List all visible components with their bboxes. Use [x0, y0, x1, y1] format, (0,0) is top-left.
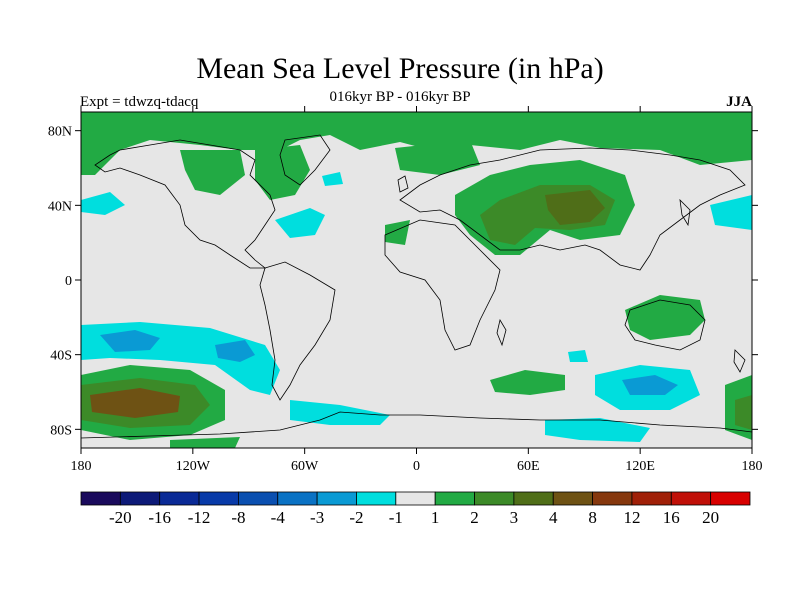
lon-label: 120W: [176, 459, 211, 474]
colorbar-swatch: [119, 491, 161, 506]
colorbar-swatch: [631, 491, 672, 506]
map-title: Mean Sea Level Pressure (in hPa): [196, 52, 604, 85]
colorbar-swatch: [80, 491, 121, 506]
colorbar-swatch: [238, 491, 279, 506]
anomaly-negative-core-pacific: [100, 330, 160, 352]
colorbar-label: -3: [310, 508, 324, 527]
coast-australia: [624, 299, 706, 351]
anomaly-negative-west-pacific: [710, 195, 752, 230]
anomaly-positive-canada: [180, 150, 245, 195]
anomaly-positive-core-southeast: [735, 395, 752, 430]
colorbar-label: -8: [231, 508, 245, 527]
longitude-axis: 180 120W 60W 0 60E 120E 180: [71, 106, 763, 474]
colorbar: -20 -16 -12 -8 -4 -3 -2 -1 1 2 3 4 8 12 16 20: [80, 491, 751, 527]
colorbar-label: -4: [271, 508, 286, 527]
anomaly-negative-northeast-canada: [322, 172, 343, 186]
colorbar-label: -16: [148, 508, 171, 527]
lat-label: 80N: [48, 125, 72, 140]
colorbar-label: -1: [389, 508, 403, 527]
colorbar-swatch: [474, 491, 515, 506]
anomaly-positive-core-asia-deep: [545, 190, 605, 225]
anomaly-positive-arctic: [81, 112, 752, 175]
colorbar-label: 1: [431, 508, 440, 527]
coast-south-america: [259, 261, 336, 401]
anomaly-positive-atlantic: [385, 220, 410, 245]
colorbar-swatch: [513, 491, 554, 506]
colorbar-swatch: [592, 491, 633, 506]
colorbar-swatch: [670, 491, 712, 506]
anomaly-positive-antarctic: [170, 437, 240, 448]
anomaly-positive-core-pacific-deep: [90, 388, 180, 418]
anomaly-positive-south-atlantic: [490, 370, 565, 395]
lon-label: 0: [413, 459, 420, 474]
colorbar-swatch: [356, 491, 397, 506]
anomaly-positive-europe: [395, 140, 480, 175]
coast-antarctica: [81, 411, 752, 439]
colorbar-swatch: [159, 491, 200, 506]
map-subtitle: 016kyr BP - 016kyr BP: [329, 89, 471, 105]
anomaly-positive-greenland: [255, 145, 310, 200]
colorbar-label: 4: [549, 508, 558, 527]
lat-label: 40N: [48, 199, 72, 214]
colorbar-swatch: [395, 491, 436, 506]
colorbar-label: 3: [510, 508, 519, 527]
map-field: [81, 112, 752, 448]
lat-label: 0: [65, 274, 72, 289]
colorbar-label: -20: [109, 508, 132, 527]
anomaly-positive-australia: [625, 295, 705, 340]
coast-eurasia: [399, 147, 746, 271]
lon-label: 60E: [517, 459, 540, 474]
lat-label: 40S: [50, 349, 72, 364]
colorbar-swatch: [316, 491, 357, 506]
lon-label: 180: [742, 459, 763, 474]
coast-japan: [679, 198, 691, 227]
coast-africa: [384, 219, 501, 351]
anomaly-negative-southern-atlantic: [290, 400, 390, 425]
colorbar-label: 8: [588, 508, 597, 527]
colorbar-label: 2: [470, 508, 479, 527]
coast-greenland: [279, 134, 331, 186]
lon-label: 60W: [291, 459, 319, 474]
colorbar-swatch: [552, 491, 593, 506]
colorbar-swatch: [710, 491, 751, 506]
coast-british-isles: [397, 175, 409, 193]
anomaly-negative-core-indian: [622, 375, 678, 395]
anomaly-negative-north-atlantic: [275, 208, 325, 238]
lat-label: 80S: [50, 423, 72, 438]
coastlines: [81, 134, 752, 439]
anomaly-negative-small-atlantic: [568, 350, 588, 362]
experiment-label: Expt = tdwzq-tdacq: [80, 94, 199, 110]
anomaly-negative-core-south-american-coast: [215, 340, 255, 362]
latitude-axis: 80N 40N 0 40S 80S: [48, 125, 758, 438]
colorbar-swatch: [198, 491, 239, 506]
colorbar-label: 12: [623, 508, 640, 527]
lon-label: 120E: [625, 459, 655, 474]
colorbar-swatch: [277, 491, 318, 506]
colorbar-label: 16: [663, 508, 680, 527]
anomaly-negative-southern-indian: [545, 418, 650, 442]
colorbar-label: 20: [702, 508, 719, 527]
anomaly-negative-pacific-north: [81, 192, 125, 215]
colorbar-label: -2: [349, 508, 363, 527]
colorbar-swatch: [434, 491, 475, 506]
coast-madagascar: [496, 318, 507, 347]
lon-label: 180: [71, 459, 92, 474]
season-label: JJA: [726, 94, 752, 110]
colorbar-label: -12: [188, 508, 211, 527]
coast-new-zealand: [733, 349, 746, 373]
